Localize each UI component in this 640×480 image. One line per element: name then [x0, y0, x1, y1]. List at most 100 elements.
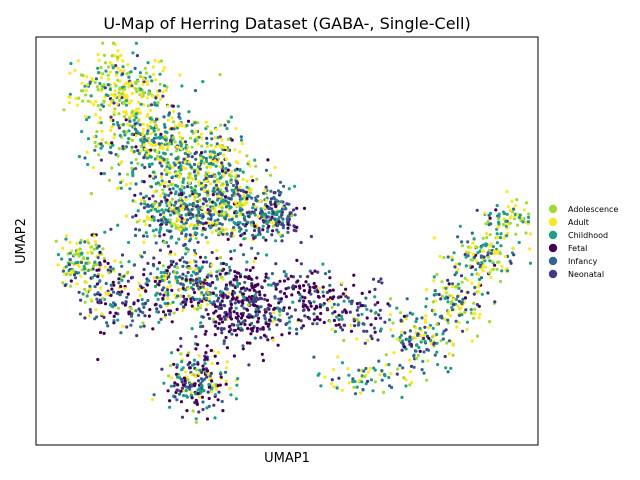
scatter-point: [359, 391, 363, 395]
scatter-point: [201, 364, 205, 368]
scatter-point: [203, 150, 207, 154]
scatter-point: [130, 132, 134, 136]
scatter-point: [480, 249, 484, 253]
scatter-point: [182, 224, 186, 228]
scatter-point: [188, 194, 192, 198]
scatter-point: [143, 202, 147, 206]
scatter-point: [248, 341, 252, 345]
scatter-point: [142, 324, 146, 328]
scatter-point: [207, 396, 211, 401]
scatter-point: [173, 163, 177, 167]
scatter-point: [155, 150, 159, 154]
scatter-point: [433, 353, 437, 357]
scatter-point: [339, 325, 343, 329]
scatter-point: [274, 287, 278, 291]
scatter-point: [488, 233, 492, 237]
scatter-point: [437, 292, 441, 297]
scatter-point: [100, 129, 104, 133]
scatter-point: [242, 320, 246, 324]
scatter-point: [159, 200, 164, 204]
scatter-point: [216, 218, 220, 222]
scatter-point: [230, 332, 234, 336]
scatter-point: [194, 297, 199, 301]
scatter-point: [259, 297, 264, 301]
scatter-point: [168, 312, 172, 316]
scatter-point: [216, 188, 220, 192]
scatter-point: [182, 217, 187, 222]
scatter-point: [288, 211, 292, 215]
scatter-point: [372, 366, 376, 370]
scatter-point: [216, 194, 220, 198]
scatter-point: [192, 226, 196, 230]
scatter-point: [293, 213, 297, 217]
scatter-point: [158, 203, 162, 207]
scatter-point: [146, 261, 150, 265]
scatter-point: [162, 115, 166, 119]
scatter-point: [337, 318, 341, 322]
scatter-point: [88, 284, 92, 288]
scatter-point: [89, 268, 93, 272]
scatter-point: [257, 316, 261, 320]
scatter-point: [208, 182, 212, 186]
scatter-point: [130, 91, 135, 96]
scatter-point: [83, 300, 87, 304]
scatter-point: [124, 183, 128, 187]
scatter-point: [189, 165, 193, 169]
scatter-point: [171, 136, 175, 140]
scatter-point: [423, 318, 427, 322]
scatter-point: [159, 194, 163, 198]
scatter-point: [272, 281, 276, 285]
scatter-point: [168, 200, 172, 204]
scatter-point: [219, 176, 223, 180]
scatter-point: [488, 320, 492, 324]
scatter-point: [505, 190, 509, 194]
scatter-point: [202, 281, 206, 285]
scatter-point: [115, 102, 119, 106]
scatter-point: [177, 131, 181, 135]
scatter-point: [389, 328, 393, 332]
scatter-point: [113, 54, 117, 58]
scatter-point: [348, 299, 352, 303]
scatter-point: [436, 363, 440, 367]
scatter-point: [190, 363, 195, 367]
scatter-point: [184, 167, 188, 171]
scatter-point: [162, 157, 166, 161]
scatter-point: [419, 334, 423, 338]
scatter-point: [207, 221, 211, 225]
scatter-point: [307, 290, 311, 294]
scatter-point: [335, 315, 339, 319]
scatter-point: [374, 316, 378, 321]
scatter-point: [145, 139, 149, 143]
scatter-point: [443, 354, 447, 359]
scatter-point: [83, 93, 88, 97]
scatter-point: [167, 265, 171, 269]
scatter-point: [194, 417, 198, 421]
scatter-point: [443, 317, 447, 321]
scatter-point: [120, 290, 124, 294]
scatter-point: [342, 299, 346, 303]
scatter-point: [108, 265, 113, 269]
scatter-point: [401, 366, 405, 370]
scatter-point: [180, 124, 184, 128]
scatter-point: [213, 393, 217, 397]
scatter-point: [257, 226, 261, 230]
scatter-point: [145, 96, 149, 100]
scatter-point: [425, 378, 429, 382]
scatter-point: [389, 313, 393, 317]
scatter-point: [224, 146, 228, 150]
scatter-point: [176, 104, 180, 108]
scatter-point: [252, 202, 256, 206]
scatter-point: [177, 124, 181, 128]
scatter-point: [280, 239, 284, 243]
scatter-point: [321, 262, 325, 266]
scatter-point: [119, 331, 123, 335]
scatter-point: [204, 176, 208, 180]
scatter-point: [148, 308, 152, 312]
scatter-point: [146, 298, 150, 303]
scatter-point: [461, 329, 465, 333]
scatter-point: [392, 351, 396, 355]
scatter-point: [243, 202, 247, 207]
scatter-point: [168, 171, 172, 175]
scatter-point: [202, 222, 206, 226]
scatter-point: [214, 286, 218, 290]
